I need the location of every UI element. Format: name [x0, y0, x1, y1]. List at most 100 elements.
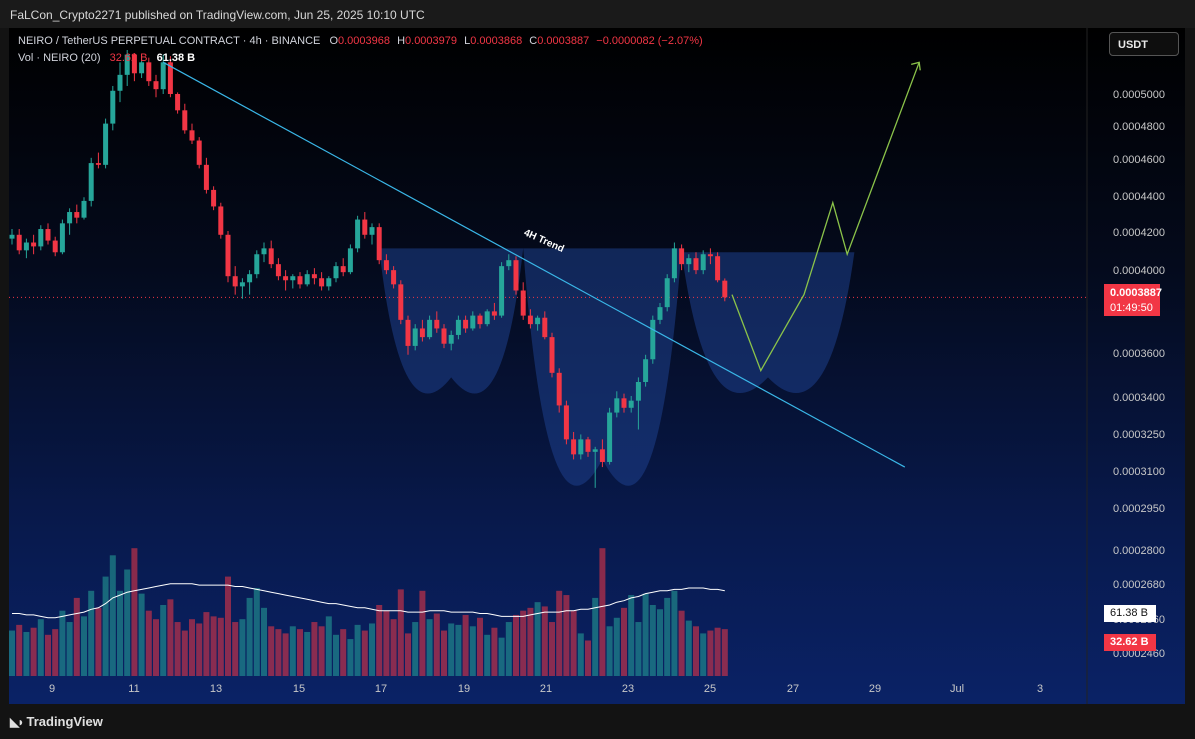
y-axis-tick: 0.0004800 [1113, 121, 1165, 133]
y-axis-tick: 0.0004600 [1113, 154, 1165, 166]
volume-bar [95, 607, 102, 676]
volume-bar [325, 616, 332, 676]
candle-body [535, 317, 541, 325]
candle-body [657, 307, 663, 320]
candle-body [16, 234, 22, 251]
candle-body [81, 200, 87, 218]
y-axis-tick: 0.0002680 [1113, 579, 1165, 591]
cup-right-shoulder-area [681, 252, 855, 394]
volume-bar [577, 633, 584, 676]
candle-body [175, 94, 181, 111]
candle-body [715, 256, 721, 281]
volume-bar [45, 634, 51, 676]
candle-body [448, 334, 454, 344]
volume-bar [628, 595, 635, 676]
volume-bar [9, 630, 15, 676]
open-label: O [329, 35, 338, 47]
volume-bar [505, 622, 512, 676]
volume-bar [282, 633, 289, 676]
volume-bar [390, 619, 397, 676]
change-value: −0.0000082 (−2.07%) [596, 35, 703, 47]
y-axis-tick: 0.0003250 [1113, 429, 1165, 441]
candle-body [499, 266, 505, 316]
candle-body [506, 260, 512, 267]
candle-body [196, 140, 202, 165]
symbol-legend: NEIRO / TetherUS PERPETUAL CONTRACT · 4h… [18, 35, 703, 47]
y-axis-tick: 0.0002460 [1113, 648, 1165, 660]
volume-bar [232, 622, 239, 676]
candle-body [405, 319, 411, 346]
candle-body [434, 319, 440, 329]
volume-bar [549, 622, 555, 676]
candle-body [578, 439, 584, 455]
volume-bar [138, 593, 145, 676]
volume-bar [354, 624, 361, 676]
volume-bar [649, 605, 656, 676]
volume-legend: Vol · NEIRO (20) 32.62 B 61.38 B [18, 52, 195, 64]
volume-bar [189, 619, 195, 676]
volume-bar [217, 617, 224, 676]
volume-bar [88, 590, 95, 676]
trendline [162, 61, 906, 468]
x-axis-tick: 25 [704, 683, 716, 695]
volume-bar [599, 548, 606, 676]
volume-bar [613, 617, 620, 676]
volume-bar [297, 629, 303, 676]
volume-bar [477, 617, 483, 676]
volume-bar [642, 593, 649, 676]
candle-body [419, 328, 425, 338]
candle-body [203, 164, 209, 190]
candle-body [326, 278, 332, 287]
volume-bar [318, 626, 325, 676]
volume-bar [289, 626, 296, 676]
candle-body [463, 319, 469, 329]
publish-header: FaLCon_Crypto2271 published on TradingVi… [0, 0, 1195, 28]
candle-body [491, 311, 497, 316]
volume-bar [37, 619, 44, 676]
candle-body [110, 90, 116, 124]
candle-body [146, 62, 152, 82]
volume-bar [635, 622, 642, 676]
symbol-name[interactable]: NEIRO / TetherUS PERPETUAL CONTRACT · 4h… [18, 35, 321, 47]
volume-bar [419, 590, 426, 676]
publisher-text: FaLCon_Crypto2271 published on TradingVi… [10, 8, 425, 22]
candle-body [38, 229, 44, 247]
candle-body [556, 372, 562, 406]
candle-body [297, 276, 303, 285]
tradingview-logo[interactable]: ◣◗ TradingView [10, 714, 103, 729]
volume-bar [721, 629, 728, 676]
x-axis-tick: 9 [49, 683, 55, 695]
volume-bar [109, 555, 116, 676]
candle-body [283, 276, 289, 281]
candle-body [52, 240, 58, 253]
footer: ◣◗ TradingView [0, 704, 1195, 739]
volume-bar [174, 622, 181, 676]
candle-body [607, 412, 613, 462]
chart-pane[interactable]: 4H Trend 0.0005000 0.0004800 0.0004600 0.000… [9, 28, 1185, 704]
candle-body [9, 234, 15, 239]
candle-body [513, 260, 519, 291]
candle-body [679, 248, 685, 265]
candle-body [520, 290, 526, 316]
x-axis-tick: 23 [622, 683, 634, 695]
volume-label[interactable]: Vol · NEIRO (20) [18, 52, 101, 64]
x-axis-tick: 3 [1037, 683, 1043, 695]
volume-bar [253, 587, 260, 676]
currency-button[interactable]: USDT [1109, 32, 1179, 56]
candle-body [347, 248, 353, 273]
volume-current-tag: 32.62 B [1104, 634, 1156, 651]
volume-bar [671, 590, 678, 676]
volume-bar [16, 624, 23, 676]
price-chart[interactable]: 4H Trend0.00050000.00048000.00046000.000… [9, 28, 1185, 704]
candle-body [563, 405, 569, 440]
open-value: 0.0003968 [338, 35, 390, 47]
candle-body [585, 439, 591, 452]
tradingview-logo-icon: ◣◗ [10, 715, 25, 729]
volume-bar [340, 629, 347, 676]
candle-body [441, 328, 447, 344]
volume-bar [239, 619, 246, 676]
candle-body [340, 266, 346, 273]
volume-bar [707, 630, 714, 676]
volume-ma-tag: 61.38 B [1104, 605, 1156, 622]
candle-body [311, 274, 317, 279]
